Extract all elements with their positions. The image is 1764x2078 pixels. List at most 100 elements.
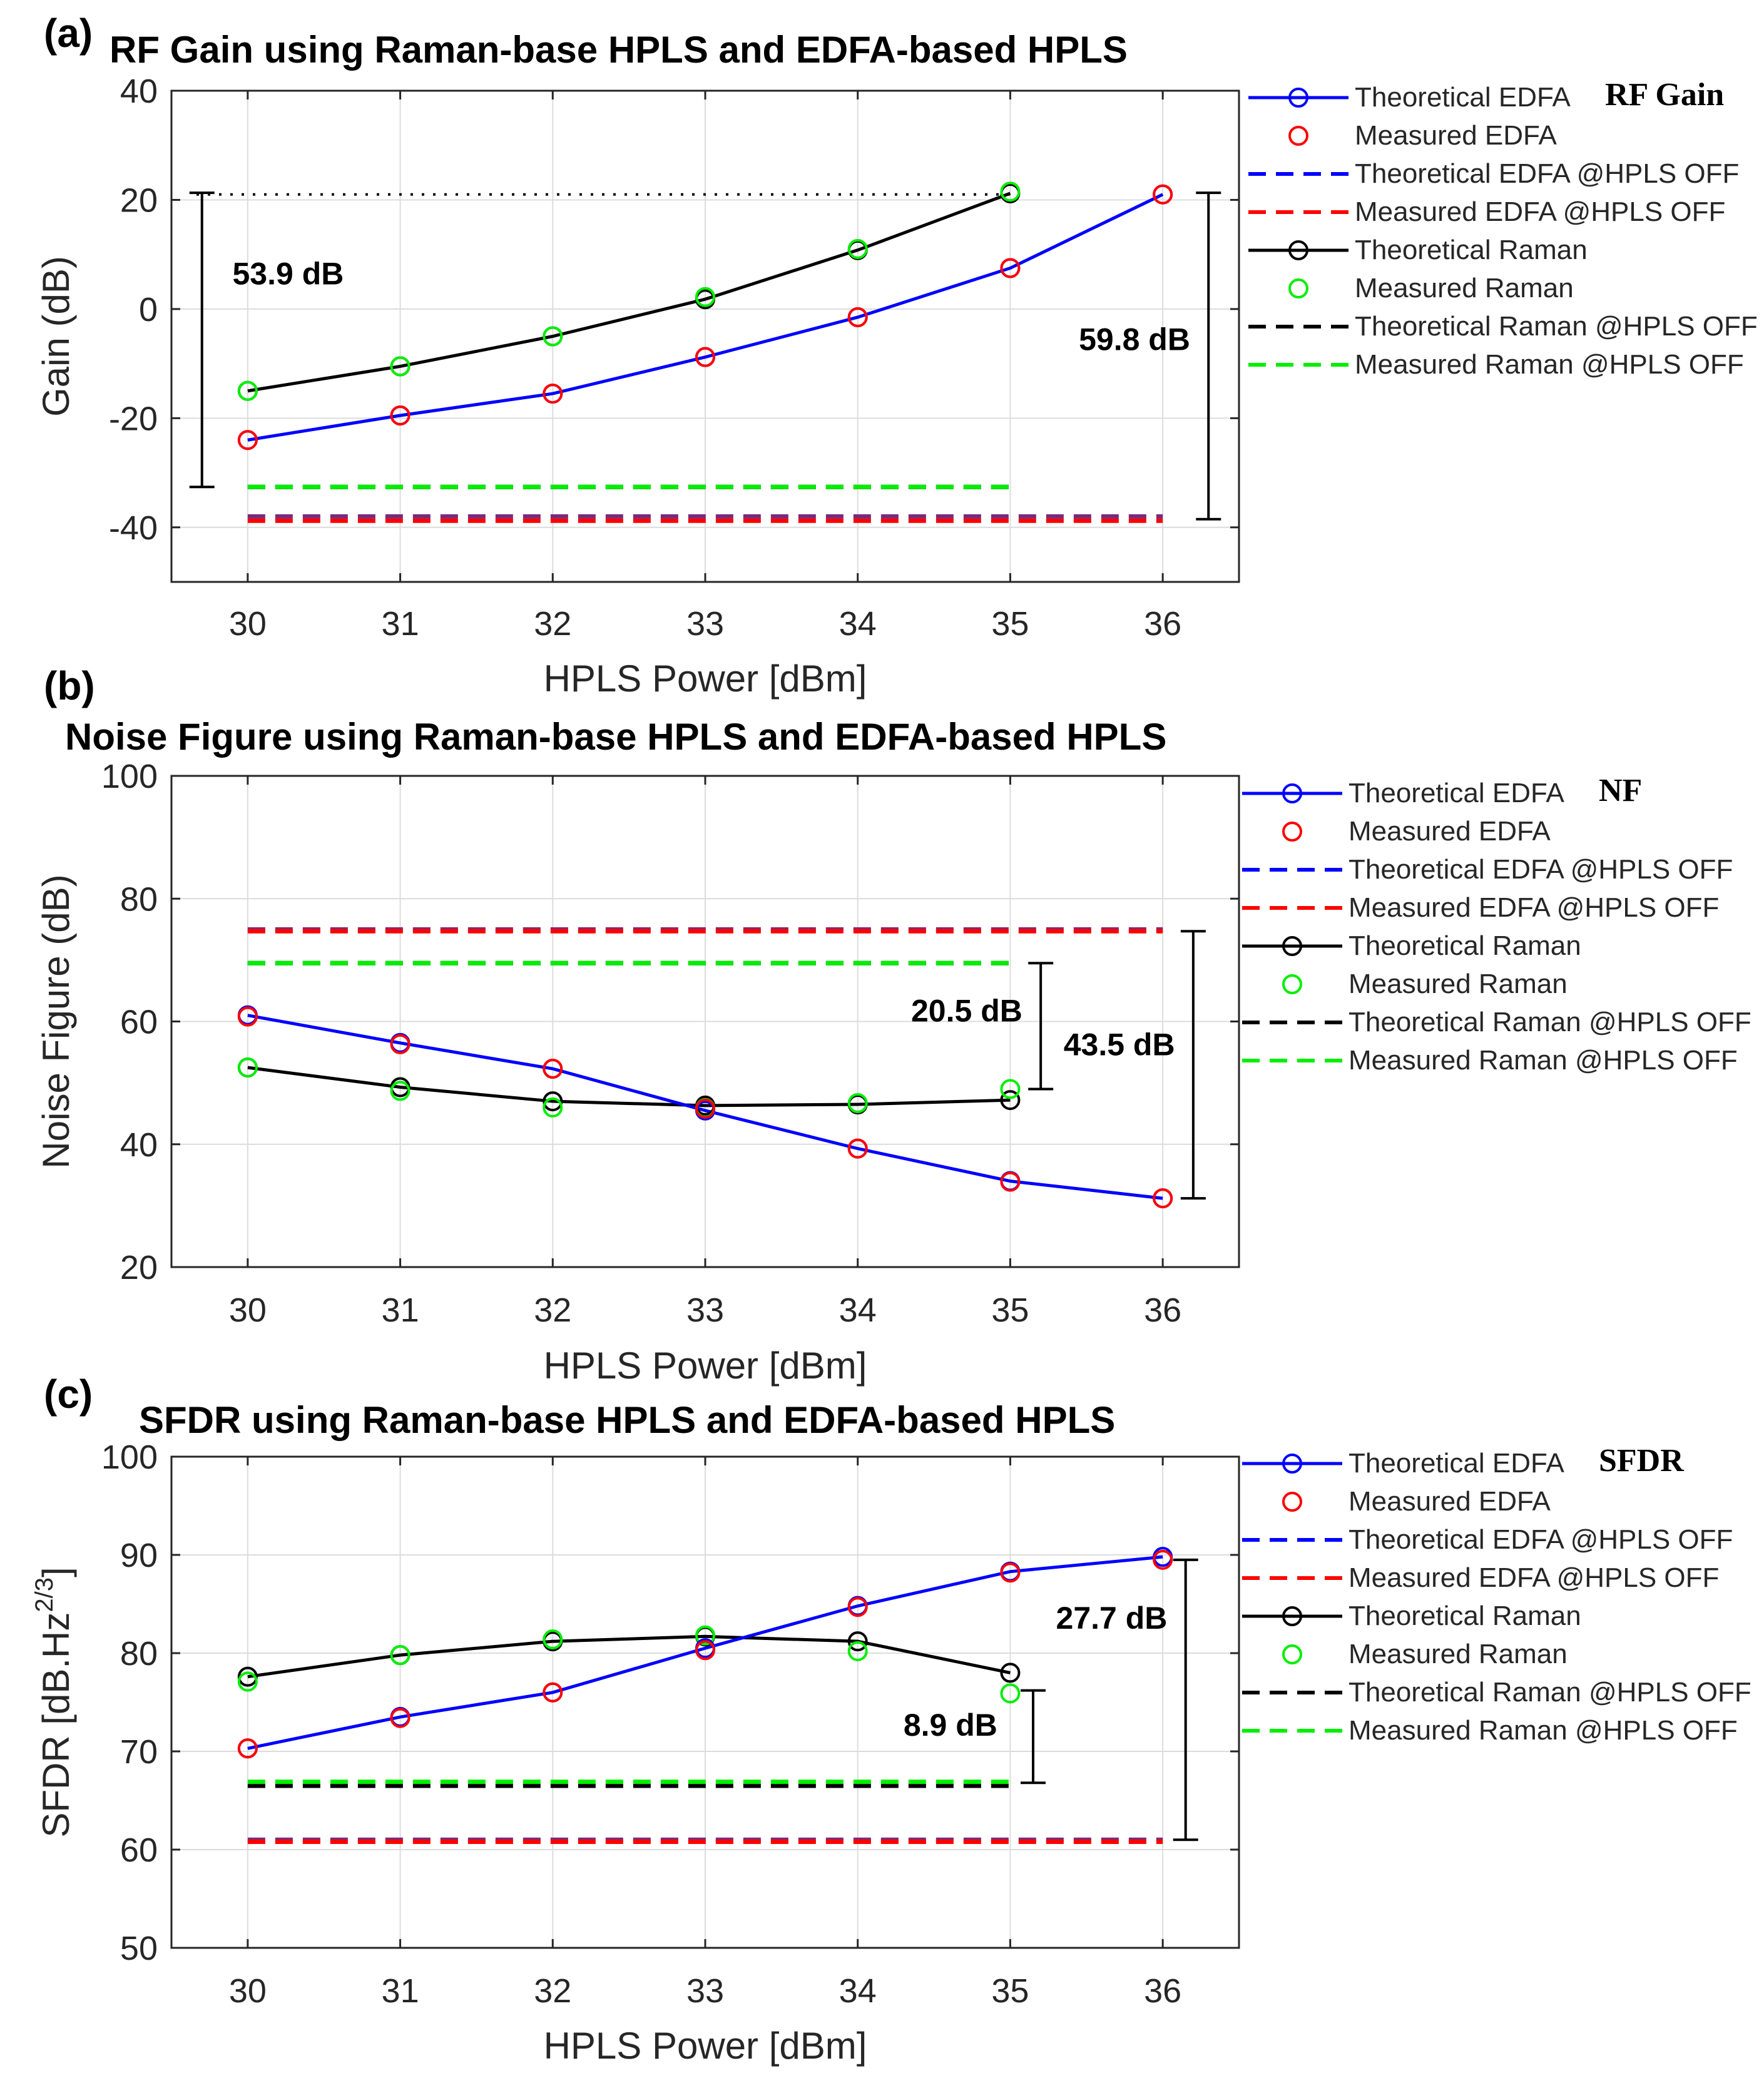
y-tick-label: 40 [120,73,158,110]
legend-item: Theoretical Raman @HPLS OFF [1242,1677,1751,1708]
panel-label: (a) [44,11,93,56]
x-axis-label: HPLS Power [dBm] [544,658,867,700]
series-group [237,1547,1173,1844]
legend-item: Measured Raman @HPLS OFF [1242,1715,1738,1746]
series-meas-raman-point [237,1057,258,1078]
series-meas-edfa-point [1000,1171,1021,1192]
y-axis-label: Noise Figure (dB) [35,874,77,1168]
series-meas-raman-point [543,1629,563,1650]
series-meas-raman-point [237,1671,258,1692]
series-meas-raman-point [390,356,410,377]
legend-label: Theoretical EDFA [1348,778,1564,808]
legend-item: Measured EDFA @HPLS OFF [1242,892,1719,923]
legend-swatch-marker [1288,126,1308,146]
legend-swatch-marker [1282,974,1302,994]
y-axis-label: SFDR [dB.Hz2/3] [31,1567,77,1837]
annotation-bracket: 8.9 dB [904,1689,1046,1785]
series-meas-edfa-point [1153,1549,1173,1570]
series-meas-raman-point [847,1093,868,1114]
legend: Theoretical EDFA Measured EDFA Theoretical… [1242,1443,1751,1746]
annotation-bracket: 53.9 dB [189,191,344,489]
legend-item: Theoretical EDFA [1242,1448,1564,1479]
annotation-label: 8.9 dB [904,1708,997,1743]
annotation-label: 53.9 dB [232,257,344,292]
series-theo-raman-line [247,191,1011,393]
legend-label: Measured Raman [1348,969,1568,999]
series-meas-raman-point [1000,181,1021,202]
y-tick-label: 90 [120,1537,158,1574]
legend-tag: SFDR [1599,1443,1685,1479]
panel-label: (c) [44,1372,93,1417]
series-meas-edfa-point [543,384,563,404]
legend-item: Measured Raman [1282,1639,1568,1669]
legend-item: Measured EDFA @HPLS OFF [1248,196,1725,227]
legend-item: Measured EDFA [1288,120,1557,151]
x-tick-label: 33 [686,1972,724,2010]
series-meas-edfa-point [847,1138,868,1159]
panels: (a) RF Gain using Raman-base HPLS and EDF… [31,11,1758,2067]
series-meas-edfa-point [695,1098,715,1119]
legend-item: Measured Raman [1288,273,1574,303]
legend-tag: NF [1599,773,1642,808]
annotation-bracket: 43.5 dB [1064,930,1206,1200]
y-tick-label: 20 [120,1249,158,1286]
legend-item: Measured Raman @HPLS OFF [1248,349,1744,380]
legend-item: Theoretical Raman [1248,235,1588,265]
x-tick-label: 30 [229,1972,267,2010]
legend-swatch-marker [1282,1454,1302,1474]
legend-swatch-marker [1282,783,1302,803]
legend-item: Measured Raman [1282,969,1568,999]
x-tick-label: 30 [229,605,267,643]
annotation-label: 43.5 dB [1064,1027,1175,1062]
series-meas-edfa-point [695,347,715,367]
y-tick-label: 60 [120,1004,158,1041]
legend-item: Theoretical EDFA @HPLS OFF [1248,158,1739,189]
series-meas-edfa-point [1153,1188,1173,1209]
series-theo-raman-point [543,1091,563,1112]
series-meas-raman-point [695,1625,715,1646]
y-tick-label: -40 [109,509,158,547]
x-tick-label: 36 [1144,605,1181,643]
y-tick-label: 80 [120,880,158,918]
series-meas-raman-point [847,238,868,259]
annotation-label: 59.8 dB [1079,322,1190,357]
series-meas-edfa-point [1000,258,1021,278]
legend-swatch-marker [1288,240,1308,260]
legend-swatch-marker [1282,1644,1302,1664]
series-meas-edfa-point [695,1640,715,1661]
x-tick-label: 32 [534,1291,571,1329]
x-tick-label: 31 [382,1291,419,1329]
legend-swatch-marker [1282,936,1302,956]
series-meas-raman-point [1000,1683,1021,1704]
annotation-label: 27.7 dB [1056,1601,1168,1636]
y-tick-label: 80 [120,1635,158,1673]
y-tick-label: 100 [101,1439,158,1476]
series-meas-edfa-point [237,1006,258,1027]
series-meas-raman-point [237,380,258,401]
series-meas-raman-point [390,1645,410,1666]
series-meas-edfa-point [390,1708,410,1728]
legend-label: Measured EDFA [1348,1486,1551,1517]
series-meas-edfa-point [237,430,258,451]
legend-swatch-marker [1288,88,1308,108]
legend-item: Theoretical EDFA @HPLS OFF [1242,854,1733,885]
legend-label: Theoretical Raman @HPLS OFF [1348,1007,1751,1037]
y-tick-label: 20 [120,181,158,219]
x-tick-label: 36 [1144,1291,1181,1329]
series-meas-edfa-point [847,1597,868,1617]
x-tick-label: 31 [382,1972,419,2010]
legend-item: Measured EDFA @HPLS OFF [1242,1562,1719,1593]
series-meas-raman-point [847,1641,868,1661]
series-meas-raman-point [695,287,715,307]
legend-label: Measured Raman [1355,273,1574,303]
series-meas-edfa-point [847,307,868,327]
series-theo-edfa-line [247,193,1164,442]
y-tick-label: 100 [101,758,158,795]
series-group [237,927,1173,1209]
x-tick-label: 33 [686,1291,724,1329]
legend-item: Measured Raman @HPLS OFF [1242,1045,1738,1076]
legend-swatch-marker [1288,278,1308,298]
legend-label: Theoretical EDFA [1348,1448,1564,1479]
y-tick-label: 50 [120,1930,158,1967]
